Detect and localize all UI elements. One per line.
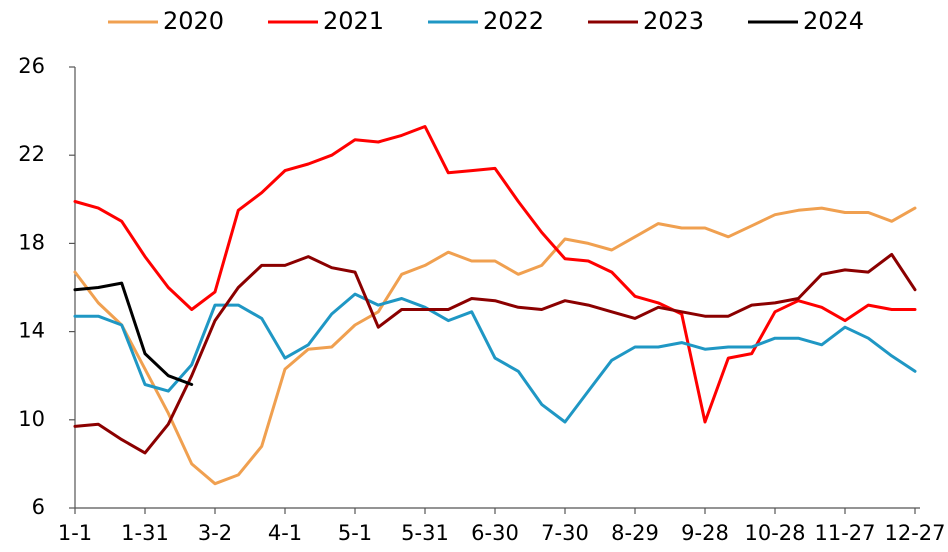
y-tick-label: 26	[18, 54, 45, 78]
x-tick-label: 12-27	[884, 521, 945, 545]
line-series	[73, 252, 917, 455]
line-series	[73, 206, 917, 486]
x-tick-label: 9-28	[681, 521, 729, 545]
y-tick-label: 10	[18, 407, 45, 431]
line-series	[73, 125, 917, 424]
y-tick-label: 6	[32, 495, 45, 519]
x-tick-label: 3-2	[198, 521, 232, 545]
x-tick-label: 6-30	[471, 521, 519, 545]
x-tick-label: 8-29	[611, 521, 659, 545]
legend-label: 2020	[163, 7, 224, 35]
legend-label: 2023	[643, 7, 704, 35]
y-tick-label: 18	[18, 230, 45, 254]
x-tick-label: 5-1	[338, 521, 372, 545]
x-tick-label: 1-31	[121, 521, 169, 545]
line-series	[73, 292, 917, 424]
x-tick-label: 7-30	[541, 521, 589, 545]
x-tick-label: 5-31	[401, 521, 449, 545]
line-series	[73, 281, 194, 386]
x-tick-label: 1-1	[58, 521, 92, 545]
x-tick-label: 4-1	[268, 521, 302, 545]
legend-label: 2021	[323, 7, 384, 35]
legend-label: 2024	[803, 7, 864, 35]
y-tick-label: 14	[18, 319, 45, 343]
x-tick-label: 10-28	[744, 521, 805, 545]
y-tick-label: 22	[18, 142, 45, 166]
legend-label: 2022	[483, 7, 544, 35]
x-tick-label: 11-27	[814, 521, 875, 545]
